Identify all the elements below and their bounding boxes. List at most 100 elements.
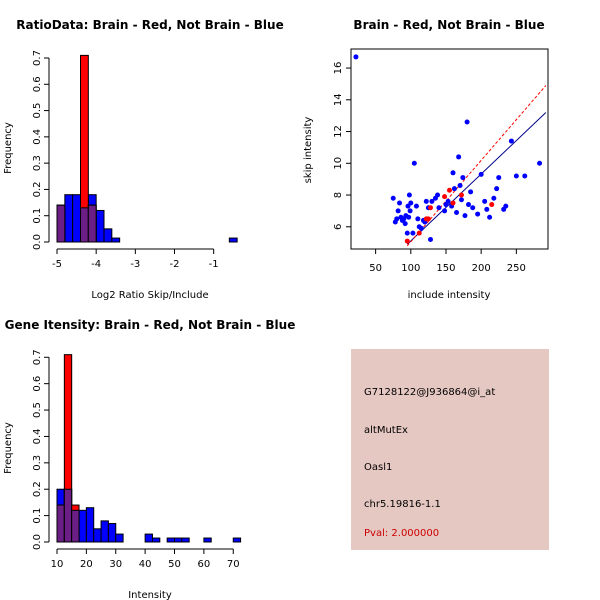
blue-point [494, 186, 500, 192]
blue-point [429, 198, 435, 204]
blue-bar [100, 520, 109, 543]
blue-point [406, 192, 412, 198]
y-tick-label: 0.3 [32, 455, 43, 471]
blue-point [394, 216, 400, 222]
blue-bar [107, 523, 117, 543]
x-tick-label: -1 [209, 259, 219, 270]
blue-point [462, 213, 468, 219]
scatter-title: Brain - Red, Not Brain - Blue [353, 18, 544, 32]
overlap-bar [56, 204, 66, 243]
blue-point [503, 203, 509, 209]
blue-bar [232, 537, 242, 543]
scatter-axes: 50 100 150 200 250 6 8 10 12 14 16 [333, 62, 526, 274]
blue-point [411, 160, 417, 166]
y-tick-label: 16 [333, 62, 344, 75]
x-tick-label: 70 [227, 559, 240, 570]
blue-point [454, 209, 460, 215]
red-point [404, 238, 410, 244]
fit-line [406, 112, 547, 245]
ratio-histogram-axes: -5 -4 -3 -2 -1 0.0 0.1 0.2 0.3 0.4 0.5 0.6 0.7 [32, 50, 219, 270]
red-point [447, 187, 452, 193]
blue-point [410, 230, 416, 236]
x-tick-label: -2 [170, 259, 180, 270]
overlap-bar [87, 204, 97, 243]
blue-point [418, 225, 424, 231]
x-tick-label: 40 [139, 559, 152, 570]
blue-point [445, 198, 451, 204]
blue-point [397, 200, 403, 206]
y-tick-label: 0.7 [32, 50, 43, 66]
blue-point [404, 230, 410, 236]
y-tick-label: 0.0 [32, 234, 43, 250]
x-tick-label: 30 [109, 559, 122, 570]
y-tick-label: 0.0 [32, 534, 43, 550]
blue-point [450, 170, 456, 176]
blue-point [496, 175, 502, 181]
red-point [450, 200, 456, 206]
y-tick-label: 12 [333, 125, 344, 138]
blue-point [390, 195, 396, 201]
x-tick-label: -5 [52, 259, 62, 270]
intensity-histogram-bars [56, 354, 242, 543]
x-tick-label: 20 [80, 559, 93, 570]
overlap-bar [63, 488, 73, 543]
scatter-panel: Brain - Red, Not Brain - Blue 50 100 150 20… [303, 18, 549, 301]
x-tick-label: 150 [436, 263, 455, 274]
fit-line [406, 85, 547, 247]
info-panel-background [351, 349, 549, 550]
blue-point [408, 200, 414, 206]
x-tick-label: 250 [507, 263, 526, 274]
blue-bar [144, 533, 153, 543]
blue-point [464, 119, 470, 125]
overlap-bar [71, 509, 80, 543]
blue-point [456, 154, 462, 160]
y-tick-label: 0.2 [32, 481, 43, 497]
blue-point [458, 197, 464, 203]
blue-bar [228, 237, 238, 243]
blue-point [513, 173, 519, 179]
blue-point [428, 236, 434, 242]
y-tick-label: 0.6 [32, 76, 43, 92]
y-tick-label: 0.5 [32, 103, 43, 119]
y-tick-label: 0.7 [32, 349, 43, 365]
event-type: altMutEx [364, 425, 408, 436]
blue-bar [174, 537, 183, 543]
gene-name: Oasl1 [364, 462, 392, 473]
blue-point [406, 214, 412, 220]
blue-point [468, 189, 474, 195]
x-tick-label: -3 [130, 259, 140, 270]
blue-point [442, 208, 448, 214]
blue-bar [72, 194, 81, 243]
ratio-histogram-ylabel: Frequency [3, 122, 14, 174]
blue-point [508, 138, 514, 144]
y-tick-label: 0.3 [32, 155, 43, 171]
y-tick-label: 10 [333, 157, 344, 170]
blue-bar [203, 537, 212, 543]
blue-bar [85, 507, 95, 543]
intensity-histogram-axes: 10 20 30 40 50 60 70 0.0 0.1 0.2 0.3 0.4 0.5 0.6 0.7 [32, 349, 240, 570]
blue-bar [103, 228, 113, 243]
overlap-bar [80, 207, 89, 243]
y-tick-label: 0.5 [32, 402, 43, 418]
blue-point [522, 173, 528, 179]
blue-bar [111, 237, 121, 243]
x-tick-label: 60 [198, 559, 211, 570]
blue-bar [166, 537, 175, 543]
y-tick-label: 0.4 [32, 428, 43, 444]
blue-point [491, 195, 497, 201]
blue-bar [95, 209, 105, 243]
blue-bar [151, 537, 161, 543]
blue-point [470, 205, 476, 211]
y-tick-label: 6 [333, 224, 344, 230]
ratio-histogram-panel: RatioData: Brain - Red, Not Brain - Blue… [3, 18, 284, 301]
x-tick-label: 10 [51, 559, 64, 570]
intensity-histogram-title: Gene Itensity: Brain - Red, Not Brain - … [5, 318, 296, 332]
ratio-histogram-xlabel: Log2 Ratio Skip/Include [91, 290, 208, 301]
overlap-bar [56, 504, 65, 543]
blue-point [451, 186, 457, 192]
blue-point [484, 206, 490, 212]
blue-point [460, 175, 466, 181]
x-tick-label: 50 [168, 559, 181, 570]
x-tick-label: 100 [401, 263, 420, 274]
intensity-histogram-panel: Gene Itensity: Brain - Red, Not Brain - … [3, 318, 295, 600]
